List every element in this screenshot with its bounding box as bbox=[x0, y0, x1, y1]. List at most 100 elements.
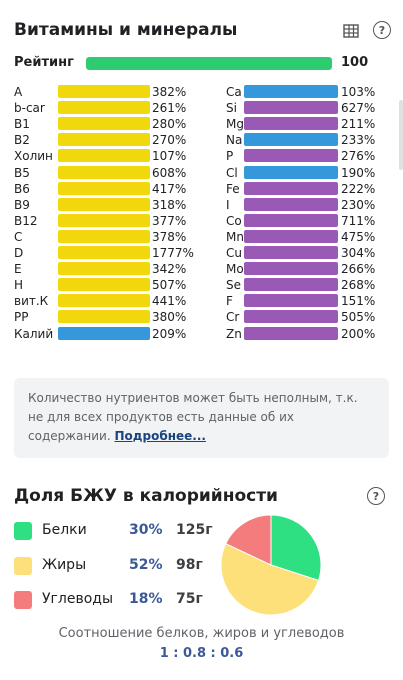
nutrient-label: вит.К bbox=[14, 294, 49, 309]
nutrient-label: Na bbox=[226, 133, 243, 148]
vitamins-title: Витамины и минералы bbox=[14, 20, 238, 40]
nutrient-row: Co 711% bbox=[0, 213, 403, 229]
nutrient-percent: 505% bbox=[341, 310, 376, 325]
macro-grams: 75г bbox=[176, 591, 203, 607]
nutrient-row: B6 417% bbox=[0, 181, 403, 197]
nutrient-row: b-car 261% bbox=[0, 100, 403, 116]
macros-pie-chart bbox=[220, 514, 322, 616]
info-text: Количество нутриентов может быть неполны… bbox=[28, 391, 358, 443]
nutrient-row: E 342% bbox=[0, 261, 403, 277]
nutrient-label: B6 bbox=[14, 181, 30, 196]
pie-slice-2 bbox=[225, 514, 272, 566]
nutrient-bar bbox=[244, 117, 338, 131]
rating-label: Рейтинг bbox=[14, 55, 74, 70]
nutrient-percent: 475% bbox=[341, 229, 376, 244]
nutrient-label: I bbox=[226, 197, 230, 212]
nutrient-row: B2 270% bbox=[0, 132, 403, 148]
nutrient-percent: 441% bbox=[152, 294, 187, 309]
nutrient-percent: 103% bbox=[341, 85, 376, 99]
nutrient-label: H bbox=[14, 278, 24, 293]
nutrient-label: P bbox=[226, 149, 234, 164]
nutrient-bar bbox=[58, 117, 150, 131]
macro-grams: 98г bbox=[176, 557, 203, 573]
nutrient-label: Cr bbox=[226, 310, 240, 325]
nutrient-row: Cu 304% bbox=[0, 245, 403, 261]
macro-percent: 30% bbox=[129, 522, 163, 538]
nutrient-label: B1 bbox=[14, 117, 30, 132]
nutrient-row: B1 280% bbox=[0, 116, 403, 132]
nutrient-label: Si bbox=[226, 101, 237, 116]
nutrient-bar bbox=[58, 197, 150, 211]
nutrient-label: Холин bbox=[14, 149, 53, 164]
nutrient-percent: 304% bbox=[341, 246, 376, 260]
nutrient-percent: 209% bbox=[152, 326, 187, 341]
nutrient-label: Mg bbox=[226, 117, 244, 132]
nutrient-percent: 276% bbox=[341, 149, 376, 164]
info-box: Количество нутриентов может быть неполны… bbox=[14, 378, 389, 458]
macro-row: Углеводы 18% 75г bbox=[14, 589, 224, 611]
nutrient-bar bbox=[58, 181, 150, 195]
nutrient-label: B2 bbox=[14, 133, 30, 148]
nutrient-bar bbox=[58, 262, 150, 276]
nutrient-label: Fe bbox=[226, 181, 240, 196]
nutrient-row: Mo 266% bbox=[0, 261, 403, 277]
nutrient-percent: 318% bbox=[152, 197, 187, 212]
more-link[interactable]: Подробнее... bbox=[114, 429, 206, 443]
nutrient-bar bbox=[58, 213, 150, 227]
nutrient-label: C bbox=[14, 229, 23, 244]
nutrient-bar bbox=[244, 278, 338, 292]
nutrient-bar bbox=[58, 278, 150, 292]
scrollbar[interactable] bbox=[399, 100, 403, 170]
nutrient-percent: 507% bbox=[152, 278, 187, 293]
nutrient-row: Ca 103% bbox=[0, 84, 403, 100]
nutrient-bar bbox=[58, 101, 150, 115]
table-view-button[interactable] bbox=[342, 22, 360, 40]
nutrient-bar bbox=[58, 149, 150, 163]
nutrient-bar bbox=[58, 310, 150, 324]
nutrient-row: Калий 209% bbox=[0, 326, 403, 342]
nutrient-label: Mn bbox=[226, 229, 244, 244]
nutrient-row: B9 318% bbox=[0, 197, 403, 213]
nutrient-bar bbox=[58, 246, 150, 259]
nutrient-label: B9 bbox=[14, 197, 30, 212]
ratio-caption: Соотношение белков, жиров и углеводов bbox=[58, 626, 345, 641]
nutrient-bar bbox=[58, 85, 150, 98]
macro-swatch bbox=[14, 591, 32, 609]
nutrient-label: Ca bbox=[226, 85, 242, 99]
nutrient-percent: 627% bbox=[341, 101, 376, 116]
nutrient-bar bbox=[244, 229, 338, 243]
nutrient-percent: 377% bbox=[152, 213, 187, 228]
nutrient-row: PP 380% bbox=[0, 309, 403, 325]
nutrient-percent: 230% bbox=[341, 197, 376, 212]
nutrient-label: Калий bbox=[14, 326, 54, 341]
nutrient-bar bbox=[244, 133, 338, 147]
nutrient-label: Se bbox=[226, 278, 241, 293]
rating-bar bbox=[86, 57, 332, 70]
nutrient-bar bbox=[244, 85, 338, 98]
nutrient-bar bbox=[244, 326, 338, 340]
nutrient-bar bbox=[58, 229, 150, 243]
nutrient-percent: 417% bbox=[152, 181, 187, 196]
nutrient-bar bbox=[58, 326, 150, 340]
nutrient-row: A 382% bbox=[0, 84, 403, 100]
nutrient-row: Cl 190% bbox=[0, 165, 403, 181]
nutrient-row: B12 377% bbox=[0, 213, 403, 229]
nutrient-bar bbox=[244, 262, 338, 276]
rating-value: 100 bbox=[341, 55, 369, 70]
nutrient-percent: 222% bbox=[341, 181, 376, 196]
question-circle-icon: ? bbox=[378, 23, 386, 37]
nutrient-percent: 261% bbox=[152, 101, 187, 116]
vitamins-help-button[interactable]: ? bbox=[373, 21, 391, 39]
nutrient-row: C 378% bbox=[0, 229, 403, 245]
nutrient-label: B12 bbox=[14, 213, 38, 228]
nutrient-label: b-car bbox=[14, 101, 45, 116]
nutrient-row: F 151% bbox=[0, 293, 403, 309]
macro-row: Жиры 52% 98г bbox=[14, 555, 224, 577]
nutrient-percent: 280% bbox=[152, 117, 187, 132]
nutrient-bar bbox=[244, 213, 338, 227]
nutrient-bar bbox=[244, 149, 338, 163]
macro-name: Углеводы bbox=[42, 591, 113, 607]
nutrient-label: Cu bbox=[226, 246, 242, 260]
macros-help-button[interactable]: ? bbox=[367, 487, 385, 505]
nutrient-row: Cr 505% bbox=[0, 309, 403, 325]
